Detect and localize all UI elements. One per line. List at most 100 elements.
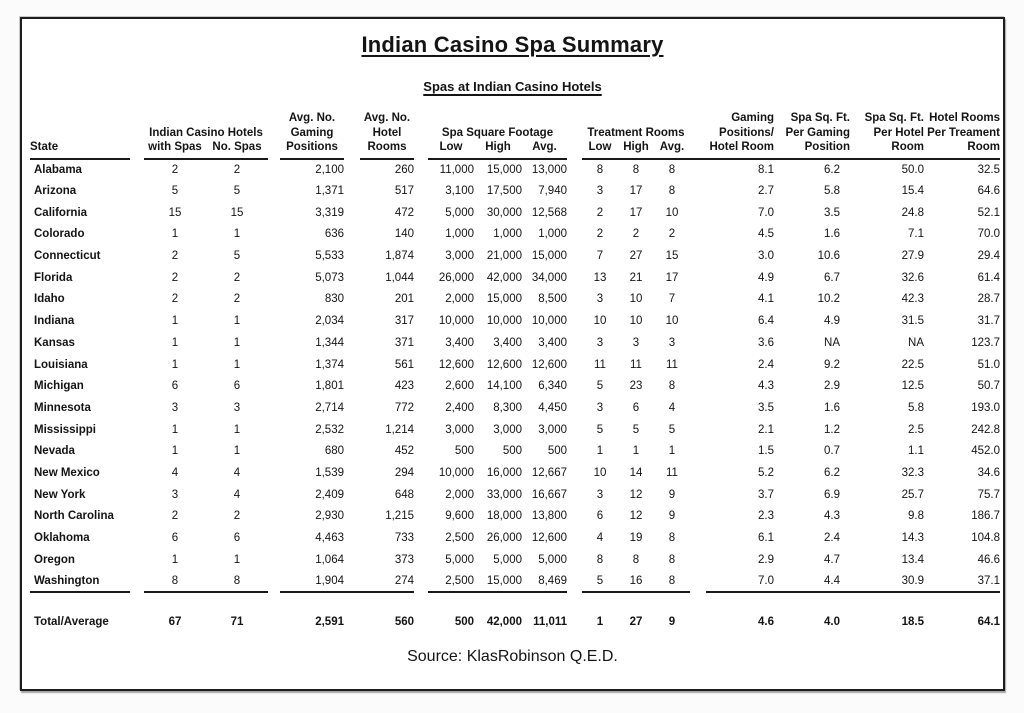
cell-state: New Mexico xyxy=(34,466,100,479)
cell-value: 42,000 xyxy=(486,271,522,284)
cell-value: 15,000 xyxy=(474,570,522,594)
cell-value: 6.2 xyxy=(824,163,840,176)
cell-value: 31.5 xyxy=(901,315,924,328)
cell-value: 71 xyxy=(230,616,244,629)
cell-value: 3.6 xyxy=(758,336,774,349)
column-spacer xyxy=(268,202,280,224)
column-spacer xyxy=(414,375,428,397)
source-note: Source: KlasRobinson Q.E.D. xyxy=(407,648,618,666)
header-rooms: Rooms xyxy=(360,140,414,160)
column-spacer xyxy=(690,354,706,376)
cell-value: 12 xyxy=(629,510,643,523)
header-row-3: State with Spas No. Spas Positions Rooms… xyxy=(30,140,1000,160)
cell-value: 9 xyxy=(668,510,676,523)
column-spacer xyxy=(130,289,144,311)
table-row: Arizona 5 5 1,371 517 3,100 17,500 7,940 3 17 8 2.7… xyxy=(30,180,1000,202)
header-avg-no-gaming-1: Avg. No. xyxy=(288,112,336,124)
cell-value: 17 xyxy=(629,185,643,198)
cell-value: 8 xyxy=(206,570,268,594)
header-hotels-group: Indian Casino Hotels xyxy=(149,126,263,139)
table-row: Connecticut 2 5 5,533 1,874 3,000 21,000 15,000… xyxy=(30,245,1000,267)
page-title-text: Indian Casino Spa Summary xyxy=(361,32,664,57)
column-spacer xyxy=(130,462,144,484)
page-title: Indian Casino Spa Summary xyxy=(22,32,1003,58)
column-spacer xyxy=(130,609,144,635)
cell-value: 3,000 xyxy=(493,423,522,436)
cell-value: 11 xyxy=(594,358,606,371)
header-avg-no-hotel-2: Hotel xyxy=(372,126,402,139)
header-pg-line2: Per Gaming xyxy=(785,126,850,139)
cell-value: NA xyxy=(824,336,840,349)
cell-value: 12,568 xyxy=(531,206,567,219)
cell-value: 5.8 xyxy=(824,185,840,198)
cell-value: 452 xyxy=(394,445,414,458)
spacer-row xyxy=(30,592,1000,609)
cell-value: 4.0 xyxy=(824,616,840,629)
cell-value: 1,371 xyxy=(315,185,344,198)
cell-value: 1 xyxy=(233,228,241,241)
cell-value: 4,450 xyxy=(538,401,567,414)
cell-value: 1.1 xyxy=(908,445,924,458)
column-spacer xyxy=(567,202,582,224)
cell-value: 3,000 xyxy=(538,423,567,436)
column-spacer xyxy=(690,332,706,354)
column-spacer xyxy=(414,126,428,141)
cell-value: 42,000 xyxy=(486,616,522,629)
cell-value: 17,500 xyxy=(486,185,522,198)
cell-value: 104.8 xyxy=(971,532,1000,545)
cell-value: 1.6 xyxy=(824,401,840,414)
header-ph-line3: Room xyxy=(850,140,924,160)
cell-value: 26,000 xyxy=(486,532,522,545)
cell-value: 772 xyxy=(394,401,414,414)
table-row: California 15 15 3,319 472 5,000 30,000 12,568 2… xyxy=(30,202,1000,224)
cell-value: 2 xyxy=(171,510,179,523)
cell-value: 317 xyxy=(394,315,414,328)
column-spacer xyxy=(344,609,360,635)
cell-value: 6 xyxy=(171,380,179,393)
column-spacer xyxy=(130,549,144,571)
cell-value: 1 xyxy=(171,423,179,436)
cell-value: 42.3 xyxy=(901,293,924,306)
cell-value: 10 xyxy=(629,293,643,306)
cell-value: 4 xyxy=(233,488,241,501)
cell-value: 5,533 xyxy=(315,250,344,263)
column-spacer xyxy=(344,462,360,484)
cell-value: 31.7 xyxy=(977,315,1000,328)
header-pt-line2: Per Treament xyxy=(927,126,1000,139)
column-spacer xyxy=(268,245,280,267)
column-spacer xyxy=(344,267,360,289)
cell-value: 5.8 xyxy=(908,401,924,414)
cell-value: 16,667 xyxy=(531,488,567,501)
header-blank xyxy=(30,126,130,141)
table-row: Oklahoma 6 6 4,463 733 2,500 26,000 12,600 4 19 8 6… xyxy=(30,527,1000,549)
cell-state: Connecticut xyxy=(34,250,101,263)
column-spacer xyxy=(414,245,428,267)
column-spacer xyxy=(268,549,280,571)
cell-value: 19 xyxy=(629,532,643,545)
cell-value: 4 xyxy=(171,466,179,479)
cell-value: 15 xyxy=(230,206,244,219)
cell-value: 371 xyxy=(394,336,414,349)
column-spacer xyxy=(567,354,582,376)
column-spacer xyxy=(690,126,706,141)
column-spacer xyxy=(344,224,360,246)
cell-value: 13 xyxy=(593,271,607,284)
cell-state: Washington xyxy=(30,570,130,594)
cell-value: 500 xyxy=(547,445,567,458)
table-row: Michigan 6 6 1,801 423 2,600 14,100 6,340 5 23 8 4.… xyxy=(30,375,1000,397)
cell-value: 1 xyxy=(171,358,179,371)
column-spacer xyxy=(567,332,582,354)
cell-value: 7,940 xyxy=(538,185,567,198)
cell-state: Nevada xyxy=(34,445,75,458)
column-spacer xyxy=(690,245,706,267)
column-spacer xyxy=(567,397,582,419)
cell-value: 10.2 xyxy=(817,293,840,306)
cell-value: 15 xyxy=(168,206,182,219)
cell-state: Oregon xyxy=(34,553,75,566)
table-row: Indiana 1 1 2,034 317 10,000 10,000 10,000 10 10 1… xyxy=(30,310,1000,332)
column-spacer xyxy=(344,126,360,141)
cell-value: 4.1 xyxy=(758,293,774,306)
cell-value: 61.4 xyxy=(977,271,1000,284)
column-spacer xyxy=(268,571,280,593)
header-positions: Positions xyxy=(280,140,344,160)
